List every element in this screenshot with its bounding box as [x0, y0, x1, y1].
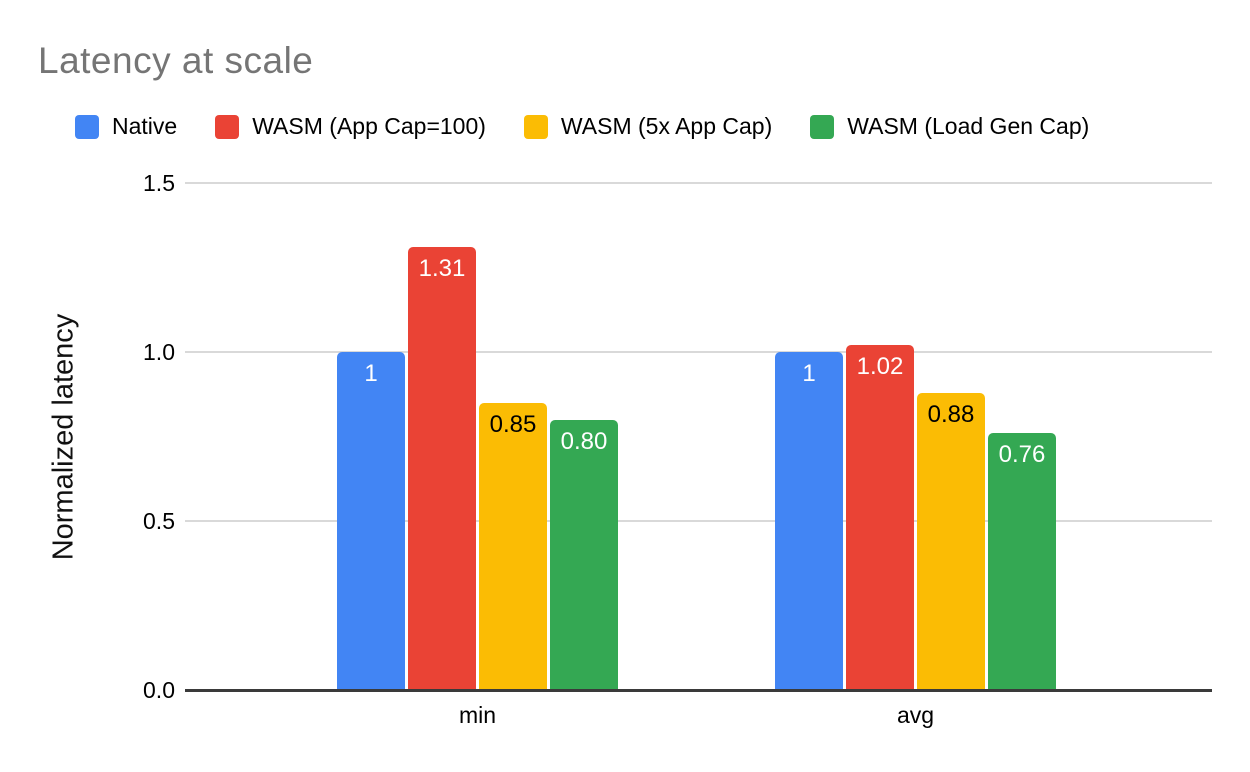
plot-area: 0.0 0.5 1.0 1.5 1 1.31 0.85 0.80 min 1 1.02 0.88 0.7…	[143, 170, 1212, 728]
legend-item: Native	[75, 113, 177, 140]
bar-avg-wasm-load-gen-cap: 0.76	[988, 433, 1056, 690]
gridline	[185, 182, 1212, 184]
legend-item: WASM (Load Gen Cap)	[810, 113, 1089, 140]
legend-item: WASM (5x App Cap)	[523, 113, 773, 140]
y-tick-label: 1.0	[143, 339, 175, 365]
bar-value-label: 0.80	[560, 427, 608, 455]
bar-min-wasm-5x-app-cap: 0.85	[479, 402, 547, 690]
legend-label: WASM (Load Gen Cap)	[847, 113, 1090, 139]
bar-value-label: 0.88	[927, 400, 975, 428]
bar-value-label: 1	[802, 360, 816, 387]
bar-value-label: 1.02	[856, 353, 904, 381]
bar-value-label: 1.31	[418, 255, 466, 283]
bar-avg-wasm-5x-app-cap: 0.88	[917, 392, 985, 690]
legend-item: WASM (App Cap=100)	[215, 113, 486, 140]
chart-title: Latency at scale	[38, 40, 314, 81]
gridline	[185, 351, 1212, 353]
legend-swatch	[75, 114, 99, 139]
bar-min-native: 1	[337, 352, 405, 690]
bar-min-wasm-load-gen-cap: 0.80	[550, 419, 618, 690]
legend: Native WASM (App Cap=100) WASM (5x App Cap…	[75, 113, 1089, 140]
bar-value-label: 0.85	[489, 410, 537, 438]
y-axis-title: Normalized latency	[47, 313, 80, 561]
bar-value-label: 0.76	[998, 441, 1046, 469]
x-category-label: avg	[896, 702, 935, 728]
legend-swatch	[215, 114, 240, 139]
legend-swatch	[523, 114, 548, 139]
bar-avg-wasm-app-cap-100: 1.02	[846, 345, 914, 690]
legend-label: Native	[112, 113, 178, 139]
bar-value-label: 1	[364, 360, 378, 387]
y-tick-label: 1.5	[143, 170, 175, 196]
bar-min-wasm-app-cap-100: 1.31	[408, 247, 476, 690]
y-tick-label: 0.5	[143, 508, 175, 534]
legend-label: WASM (App Cap=100)	[252, 113, 486, 139]
legend-label: WASM (5x App Cap)	[560, 113, 773, 139]
legend-swatch	[810, 114, 835, 139]
gridline	[185, 520, 1212, 522]
bar-avg-native: 1	[775, 352, 843, 690]
x-category-label: min	[458, 702, 497, 728]
x-axis-line	[185, 689, 1212, 692]
y-tick-label: 0.0	[143, 677, 175, 703]
